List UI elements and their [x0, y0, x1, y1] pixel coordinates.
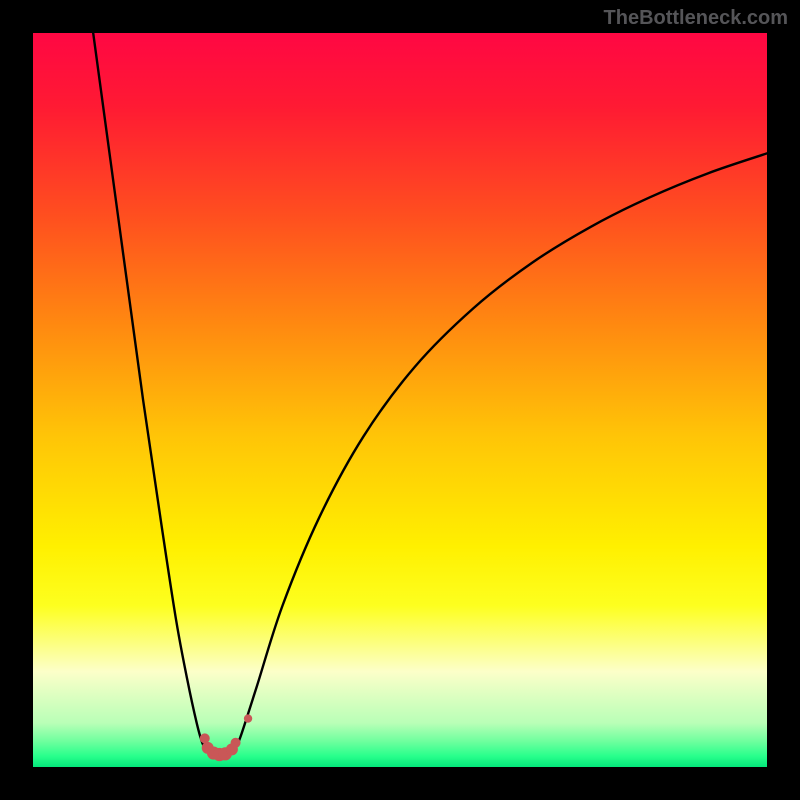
attribution-text: TheBottleneck.com	[604, 7, 788, 29]
chart-svg: TheBottleneck.com	[0, 0, 800, 800]
sweet-spot-dot	[244, 714, 252, 722]
bottleneck-chart: TheBottleneck.com	[0, 0, 800, 800]
sweet-spot-dot	[200, 733, 210, 743]
sweet-spot-dot	[231, 738, 241, 748]
